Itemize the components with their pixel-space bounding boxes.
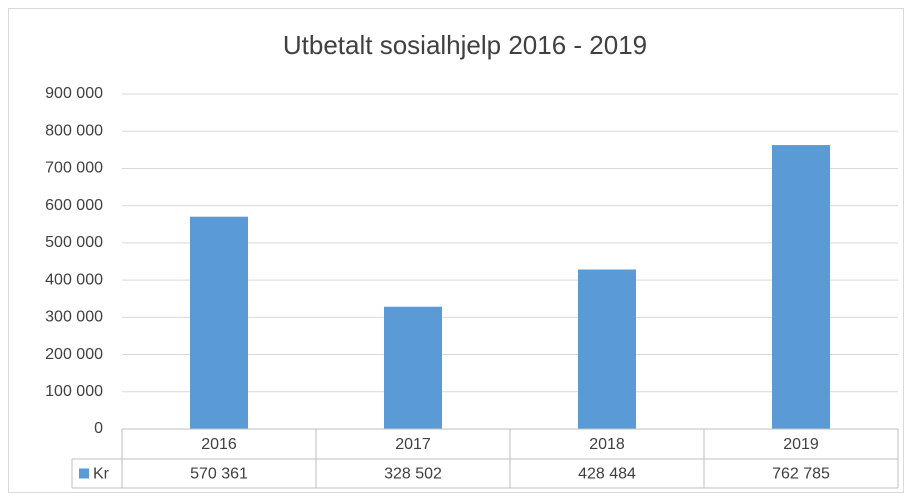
y-tick-label: 400 000 [45,271,103,288]
y-tick-label: 900 000 [45,85,103,102]
data-table-value: 328 502 [384,466,442,483]
data-table-value: 428 484 [578,466,636,483]
x-tick-label: 2016 [201,436,237,453]
y-tick-label: 800 000 [45,122,103,139]
y-tick-label: 100 000 [45,383,103,400]
y-tick-label: 0 [94,420,103,437]
y-tick-label: 500 000 [45,234,103,251]
bar [384,306,442,429]
y-tick-label: 200 000 [45,346,103,363]
x-tick-label: 2019 [783,436,819,453]
bar [772,145,830,430]
bar [578,269,636,429]
y-tick-label: 700 000 [45,160,103,177]
bar [190,216,248,429]
legend-label: Kr [93,466,110,483]
data-table-value: 570 361 [190,466,248,483]
y-tick-label: 600 000 [45,197,103,214]
y-tick-label: 300 000 [45,309,103,326]
chart-title: Utbetalt sosialhjelp 2016 - 2019 [283,30,647,60]
chart-border [8,8,904,493]
data-table-value: 762 785 [772,466,830,483]
legend-key [79,468,89,479]
x-tick-label: 2018 [589,436,625,453]
x-tick-label: 2017 [395,436,431,453]
